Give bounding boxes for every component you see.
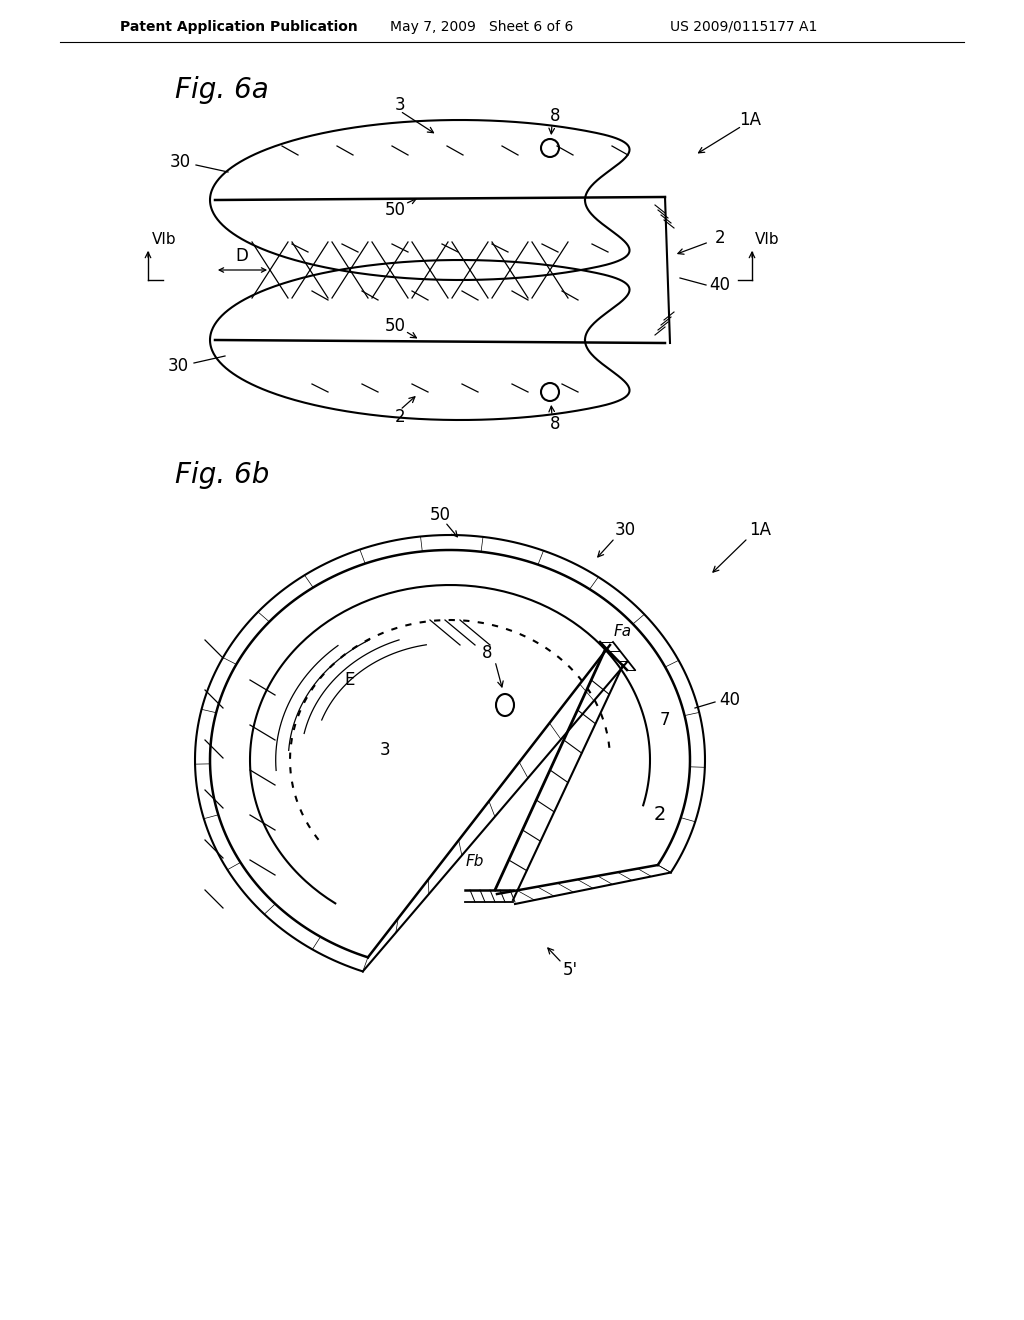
Text: US 2009/0115177 A1: US 2009/0115177 A1 <box>670 20 817 34</box>
Text: 50: 50 <box>384 317 406 335</box>
Text: Fa: Fa <box>614 624 632 639</box>
Text: 1A: 1A <box>739 111 761 129</box>
Text: 3: 3 <box>380 741 390 759</box>
Text: May 7, 2009   Sheet 6 of 6: May 7, 2009 Sheet 6 of 6 <box>390 20 573 34</box>
Text: 5': 5' <box>562 961 578 979</box>
Text: Fb: Fb <box>466 854 484 870</box>
Text: Fig. 6b: Fig. 6b <box>175 461 269 488</box>
Text: 2: 2 <box>653 805 667 825</box>
Text: VIb: VIb <box>755 232 779 248</box>
Text: 8: 8 <box>550 414 560 433</box>
Text: 3: 3 <box>394 96 406 114</box>
Text: D: D <box>236 247 249 265</box>
Text: 30: 30 <box>614 521 636 539</box>
Text: E: E <box>345 671 355 689</box>
Text: 30: 30 <box>169 153 190 172</box>
Text: 30: 30 <box>168 356 188 375</box>
Text: 1A: 1A <box>749 521 771 539</box>
Text: 40: 40 <box>720 690 740 709</box>
Text: 2: 2 <box>715 228 725 247</box>
Text: Fig. 6a: Fig. 6a <box>175 77 268 104</box>
Text: VIb: VIb <box>152 232 176 248</box>
Text: Patent Application Publication: Patent Application Publication <box>120 20 357 34</box>
Text: 7: 7 <box>659 711 671 729</box>
Text: 40: 40 <box>710 276 730 294</box>
Text: 50: 50 <box>384 201 406 219</box>
Text: 50: 50 <box>429 506 451 524</box>
Text: 8: 8 <box>550 107 560 125</box>
Text: 8: 8 <box>481 644 493 663</box>
Text: 2: 2 <box>394 408 406 426</box>
